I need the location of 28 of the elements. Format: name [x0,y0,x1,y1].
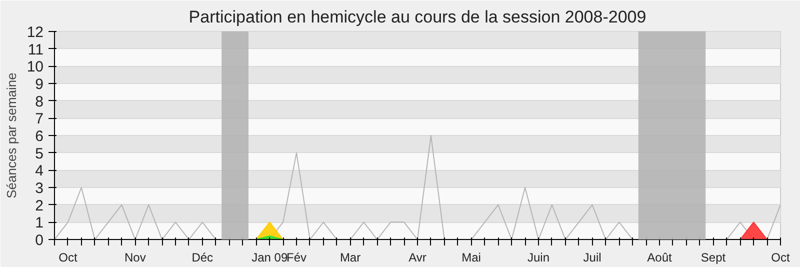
x-tick-label: Oct [58,250,78,264]
y-tick-label: 11 [28,41,44,58]
chart-title: Participation en hemicycle au cours de la session 2008-2009 [188,8,646,26]
x-tick-label: Mai [462,250,481,264]
y-tick-label: 3 [35,180,44,197]
y-tick-label: 6 [35,128,44,145]
x-tick-label: Jan 09 [252,250,288,264]
x-tick-label: Août [647,250,673,264]
x-tick-label: Sept [700,250,726,264]
x-tick-label: Fév [286,250,307,264]
y-tick-label: 7 [35,110,44,128]
y-tick-label: 8 [35,93,44,110]
y-tick-label: 0 [35,232,44,249]
y-tick-label: 1 [35,214,44,232]
y-tick-label: 9 [35,76,44,93]
y-tick-label: 10 [26,58,44,76]
x-tick-label: Avr [408,250,426,264]
y-tick-label: 2 [35,197,44,214]
x-tick-label: Nov [124,250,146,264]
y-tick-label: 5 [35,145,44,162]
x-tick-label: Oct [771,250,790,264]
y-tick-label: 4 [35,162,44,180]
y-axis-title: Séances par semaine [4,72,19,198]
x-tick-label: Juil [583,250,602,264]
y-tick-label: 12 [26,24,44,41]
x-tick-label: Mar [340,250,361,264]
x-tick-label: Juin [527,250,550,264]
x-tick-label: Déc [192,250,214,264]
